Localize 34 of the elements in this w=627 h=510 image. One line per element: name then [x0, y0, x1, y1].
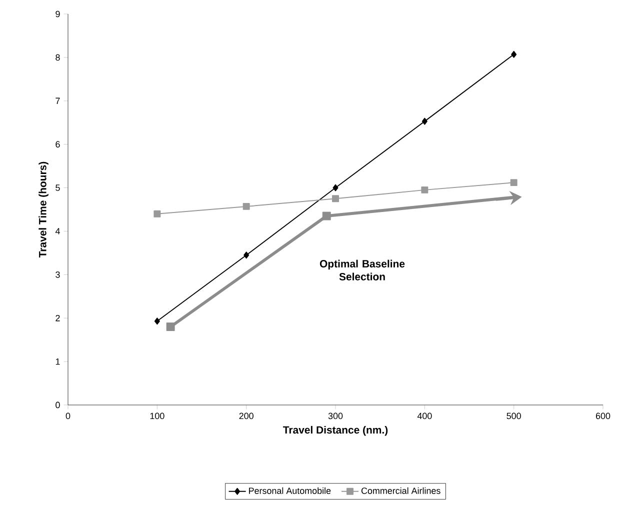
y-tick-label: 9: [56, 10, 60, 18]
x-axis-title: Travel Distance (nm.): [283, 426, 388, 436]
point: [510, 179, 518, 186]
x-tick-label: 300: [328, 412, 343, 420]
legend-label: Commercial Airlines: [361, 487, 440, 494]
y-tick-label: 2: [56, 314, 60, 322]
y-tick-label: 7: [56, 98, 60, 104]
y-tick-label: 0: [56, 402, 60, 408]
point: [154, 318, 160, 325]
point: [511, 50, 517, 58]
y-tick-label: 5: [56, 184, 60, 191]
y-tick-label: 3: [56, 271, 60, 278]
point: [421, 186, 428, 194]
point: [422, 118, 428, 125]
point: [242, 202, 250, 210]
x-tick-label: 500: [506, 412, 521, 420]
point: [332, 195, 339, 202]
x-tick-label: 100: [150, 412, 164, 420]
x-tick-label: 600: [596, 412, 610, 420]
y-axis-title: Travel Time (hours): [38, 162, 48, 258]
y-tick-label: 8: [56, 54, 60, 61]
point: [166, 322, 175, 332]
point: [332, 184, 338, 192]
point: [322, 212, 331, 220]
x-tick-label: 400: [417, 412, 432, 420]
legend-label: Personal Automobile: [249, 487, 331, 494]
y-tick-label: 6: [56, 141, 60, 148]
point: [154, 210, 161, 218]
x-tick-label: 0: [66, 412, 70, 420]
x-tick-label: 200: [239, 412, 254, 420]
y-tick-label: 4: [55, 228, 60, 234]
point: [244, 252, 250, 259]
y-tick-label: 1: [56, 358, 60, 365]
annotation: Optimal Baseline Selection: [320, 260, 405, 280]
